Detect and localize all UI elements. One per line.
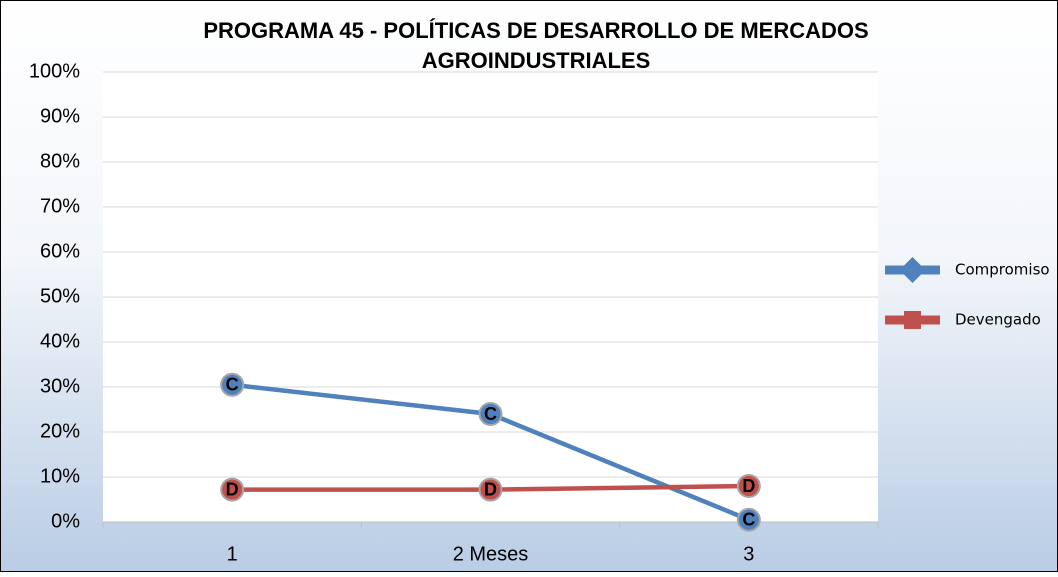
marker bbox=[220, 372, 245, 397]
y-tick-label: 20% bbox=[40, 420, 80, 442]
legend-label: Devengado bbox=[955, 311, 1041, 329]
y-tick-label: 70% bbox=[40, 195, 80, 217]
y-tick-label: 10% bbox=[40, 465, 80, 487]
x-tick-label: 1 bbox=[227, 543, 238, 565]
marker bbox=[478, 477, 503, 502]
marker-label: C bbox=[484, 404, 497, 424]
y-tick-label: 100% bbox=[29, 60, 80, 82]
chart-title: AGROINDUSTRIALES bbox=[422, 48, 651, 73]
marker bbox=[478, 402, 503, 426]
marker bbox=[220, 477, 245, 502]
y-tick-label: 80% bbox=[40, 150, 80, 172]
marker bbox=[736, 474, 761, 498]
y-tick-label: 50% bbox=[40, 285, 80, 307]
y-tick-label: 40% bbox=[40, 330, 80, 352]
marker-label: C bbox=[226, 375, 239, 395]
marker-label: D bbox=[742, 476, 755, 496]
marker-label: D bbox=[226, 479, 239, 499]
legend-label: Compromiso bbox=[955, 261, 1050, 279]
y-tick-label: 30% bbox=[40, 375, 80, 397]
y-tick-label: 60% bbox=[40, 240, 80, 262]
marker-label: D bbox=[484, 479, 497, 499]
legend-marker bbox=[899, 257, 926, 283]
y-tick-label: 0% bbox=[51, 510, 80, 532]
x-tick-label: 2 Meses bbox=[453, 543, 529, 565]
chart-title: PROGRAMA 45 - POLÍTICAS DE DESARROLLO DE… bbox=[203, 18, 868, 43]
y-tick-label: 90% bbox=[40, 105, 80, 127]
legend-marker bbox=[904, 311, 921, 329]
marker bbox=[736, 507, 761, 532]
marker-label: C bbox=[742, 510, 755, 530]
x-tick-label: 3 bbox=[743, 543, 754, 565]
